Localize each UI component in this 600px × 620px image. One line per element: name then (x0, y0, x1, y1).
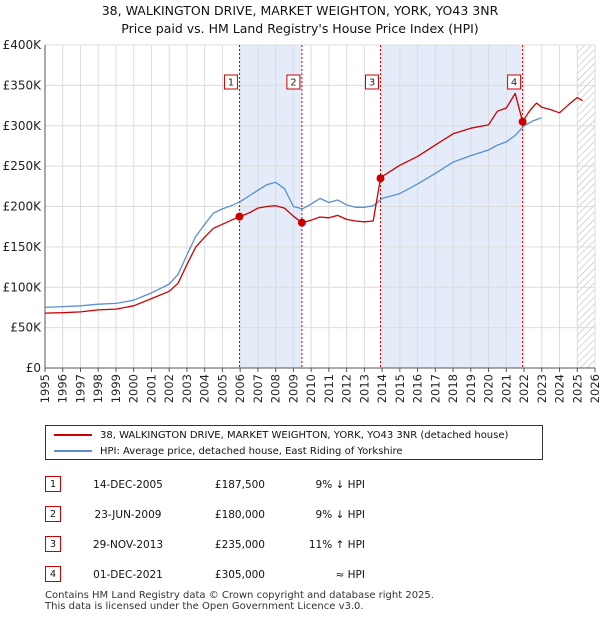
x-tick-label: 2010 (304, 374, 318, 403)
title-line-1: 38, WALKINGTON DRIVE, MARKET WEIGHTON, Y… (101, 3, 499, 18)
series-line-hpi (44, 117, 543, 309)
sale-price: £187,500 (214, 479, 265, 491)
sale-point (376, 174, 385, 183)
legend-label-property: 38, WALKINGTON DRIVE, MARKET WEIGHTON, Y… (100, 429, 509, 441)
sale-price: £235,000 (214, 539, 265, 551)
sale-row: 3 29-NOV-2013 £235,000 11% ↑ HPI (45, 536, 465, 556)
x-tick-label: 2011 (322, 374, 336, 403)
x-tick-label: 2024 (553, 374, 567, 403)
x-tick-label: 2007 (251, 374, 265, 403)
chart-title: 38, WALKINGTON DRIVE, MARKET WEIGHTON, Y… (0, 2, 600, 38)
sale-point (235, 212, 244, 221)
sale-number-badge: 1 (45, 476, 61, 492)
legend-item-hpi: HPI: Average price, detached house, East… (54, 443, 403, 459)
legend-swatch-property (54, 434, 92, 436)
x-tick-label: 2016 (411, 374, 425, 403)
x-tick-label: 2015 (393, 374, 407, 403)
sale-number-label: 2 (290, 78, 296, 89)
sale-hpi-diff: ≈ HPI (335, 569, 365, 581)
x-tick-label: 2002 (162, 374, 176, 403)
y-tick-label: £50K (10, 321, 42, 335)
footer: Contains HM Land Registry data © Crown c… (45, 590, 434, 612)
x-tick-label: 2014 (375, 374, 389, 403)
x-tick-label: 2013 (357, 374, 371, 403)
sale-row: 2 23-JUN-2009 £180,000 9% ↓ HPI (45, 506, 465, 526)
sale-number-box (286, 74, 301, 90)
x-tick-label: 2022 (517, 374, 531, 403)
sale-number-box (507, 74, 522, 90)
x-tick-label: 2001 (144, 374, 158, 403)
x-tick-label: 2026 (588, 374, 600, 403)
x-tick-label: 2003 (180, 374, 194, 403)
x-tick-label: 2017 (428, 374, 442, 403)
footer-license: This data is licensed under the Open Gov… (45, 601, 364, 612)
sale-row: 1 14-DEC-2005 £187,500 9% ↓ HPI (45, 476, 465, 496)
x-tick-label: 2025 (570, 374, 584, 403)
x-tick-label: 1999 (109, 374, 123, 403)
sale-price: £305,000 (214, 569, 265, 581)
sale-number-box (365, 74, 379, 90)
sale-number-label: 3 (369, 78, 375, 89)
sale-date: 14-DEC-2005 (93, 479, 163, 491)
x-tick-label: 2006 (233, 374, 247, 403)
sale-date: 23-JUN-2009 (94, 509, 162, 521)
y-tick-label: £250K (3, 159, 43, 173)
x-tick-label: 2005 (215, 374, 229, 403)
x-tick-label: 2020 (482, 374, 496, 403)
x-tick-label: 2008 (269, 374, 283, 403)
legend-label-hpi: HPI: Average price, detached house, East… (100, 445, 403, 457)
sale-row: 4 01-DEC-2021 £305,000 ≈ HPI (45, 566, 465, 586)
x-tick-label: 1996 (56, 374, 70, 403)
sale-number-badge: 2 (45, 506, 61, 522)
x-tick-label: 2012 (340, 374, 354, 403)
x-tick-label: 2000 (127, 374, 141, 403)
legend: 38, WALKINGTON DRIVE, MARKET WEIGHTON, Y… (45, 425, 543, 460)
x-tick-label: 1998 (91, 374, 105, 403)
series-line-property (44, 92, 583, 314)
sale-date: 01-DEC-2021 (93, 569, 163, 581)
y-tick-label: £200K (3, 200, 43, 214)
sale-hpi-diff: 11% ↑ HPI (308, 539, 365, 551)
sale-number-badge: 4 (45, 566, 61, 582)
title-line-2: Price paid vs. HM Land Registry's House … (121, 21, 479, 36)
y-tick-label: £400K (3, 38, 43, 52)
sale-date: 29-NOV-2013 (92, 539, 164, 551)
price-chart: £0 £50K £100K £150K £200K £250K £300K £350K £400… (3, 38, 600, 403)
sale-number-label: 1 (228, 78, 234, 89)
sale-point (297, 218, 306, 227)
legend-swatch-hpi (54, 450, 92, 452)
sale-number-badge: 3 (45, 536, 61, 552)
x-tick-label: 2009 (286, 374, 300, 403)
y-tick-label: £300K (3, 119, 43, 133)
sale-price: £180,000 (214, 509, 265, 521)
footer-copyright: Contains HM Land Registry data © Crown c… (45, 590, 434, 601)
sale-point (518, 117, 527, 126)
sale-number-box (223, 74, 238, 90)
x-tick-label: 1997 (73, 374, 87, 403)
x-tick-label: 2021 (499, 374, 513, 403)
sale-hpi-diff: 9% ↓ HPI (315, 479, 365, 491)
y-tick-label: £100K (3, 280, 43, 294)
sale-number-label: 4 (511, 78, 517, 89)
legend-item-property: 38, WALKINGTON DRIVE, MARKET WEIGHTON, Y… (54, 427, 508, 443)
sale-hpi-diff: 9% ↓ HPI (315, 509, 365, 521)
y-tick-label: £0 (26, 361, 41, 375)
x-tick-label: 2018 (446, 374, 460, 403)
x-tick-label: 2023 (535, 374, 549, 403)
x-tick-label: 1995 (38, 374, 52, 403)
y-tick-label: £150K (3, 240, 43, 254)
x-tick-label: 2004 (198, 374, 212, 403)
y-tick-label: £350K (3, 78, 43, 92)
x-tick-label: 2019 (464, 374, 478, 403)
